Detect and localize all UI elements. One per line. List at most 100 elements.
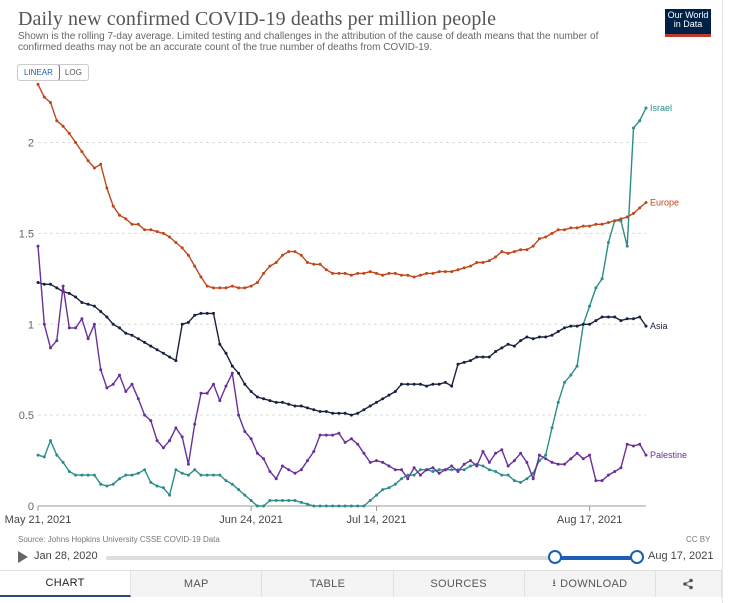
data-point-europe: [92, 166, 96, 170]
data-point-europe: [193, 264, 197, 268]
data-point-europe: [418, 273, 422, 277]
data-point-asia: [130, 333, 134, 337]
data-point-europe: [544, 235, 548, 239]
data-point-israel: [356, 504, 360, 508]
tab-share[interactable]: [656, 571, 723, 597]
data-point-israel: [431, 470, 435, 473]
series-layer: [36, 82, 648, 508]
data-point-asia: [49, 282, 52, 286]
data-point-israel: [594, 286, 598, 290]
data-point-palestine: [425, 468, 429, 472]
data-point-palestine: [312, 450, 316, 453]
data-point-israel: [80, 473, 84, 477]
data-point-asia: [613, 315, 617, 319]
data-point-europe: [243, 286, 247, 290]
data-point-europe: [500, 250, 504, 254]
data-point-asia: [368, 404, 372, 408]
owid-logo[interactable]: Our World in Data: [665, 9, 711, 37]
data-point-asia: [67, 291, 71, 295]
data-point-europe: [531, 244, 535, 248]
data-point-europe: [475, 261, 479, 264]
linear-scale-button[interactable]: LINEAR: [17, 65, 60, 80]
data-point-israel: [74, 473, 78, 477]
data-point-israel: [136, 471, 140, 475]
data-point-asia: [418, 382, 422, 386]
data-point-europe: [199, 275, 203, 279]
logo-line2: in Data: [673, 19, 703, 29]
chart-subtitle: Shown is the rolling 7-day average. Limi…: [18, 31, 599, 53]
data-point-israel: [331, 504, 335, 508]
tab-sources-label: SOURCES: [430, 578, 487, 590]
data-point-asia: [281, 400, 284, 404]
data-point-asia: [506, 342, 510, 346]
data-point-palestine: [512, 459, 516, 463]
data-point-israel: [268, 499, 272, 502]
data-point-europe: [337, 271, 341, 275]
data-point-palestine: [475, 464, 479, 468]
data-point-israel: [368, 499, 372, 502]
data-point-asia: [287, 402, 291, 406]
license-link[interactable]: CC BY: [686, 535, 711, 544]
timeline-end-date: Aug 17, 2021: [648, 550, 714, 562]
data-point-palestine: [193, 422, 197, 426]
data-point-europe: [61, 124, 65, 128]
tab-sources[interactable]: SOURCES: [394, 571, 525, 597]
timeline-start-handle[interactable]: [548, 550, 562, 564]
data-point-asia: [155, 348, 159, 352]
data-point-europe: [218, 286, 222, 290]
data-point-europe: [224, 286, 228, 290]
data-point-palestine: [49, 346, 52, 350]
data-point-israel: [512, 479, 516, 483]
data-point-israel: [563, 380, 566, 384]
source-note: Source: Johns Hopkins University CSSE CO…: [18, 535, 220, 544]
data-point-europe: [632, 211, 635, 215]
data-point-asia: [74, 295, 78, 299]
data-point-palestine: [243, 430, 247, 433]
data-point-europe: [324, 268, 328, 272]
axis-layer: [37, 505, 646, 511]
data-point-asia: [462, 360, 466, 364]
data-point-palestine: [368, 460, 372, 464]
data-point-asia: [105, 315, 109, 319]
data-point-palestine: [331, 433, 335, 437]
data-point-israel: [180, 471, 184, 475]
data-point-asia: [218, 342, 222, 346]
data-point-palestine: [625, 442, 629, 446]
data-point-israel: [387, 486, 391, 490]
data-point-palestine: [412, 466, 416, 470]
play-icon[interactable]: [18, 551, 28, 563]
x-tick-label: Jul 14, 2021: [347, 514, 407, 526]
series-line-israel: [37, 107, 647, 507]
grid-layer: [38, 142, 646, 416]
data-point-israel: [349, 504, 353, 508]
data-point-palestine: [249, 437, 253, 441]
data-point-palestine: [55, 339, 59, 343]
data-point-europe: [49, 101, 52, 104]
data-point-asia: [324, 410, 328, 413]
tab-map[interactable]: MAP: [131, 571, 263, 597]
data-point-asia: [425, 384, 429, 388]
data-point-palestine: [613, 470, 617, 473]
data-point-europe: [118, 213, 121, 217]
data-point-palestine: [563, 462, 566, 466]
timeline-track[interactable]: [106, 556, 636, 560]
log-scale-button[interactable]: LOG: [64, 68, 82, 77]
timeline-end-handle[interactable]: [630, 550, 644, 564]
data-point-asia: [494, 350, 498, 353]
data-point-asia: [512, 344, 516, 348]
tab-table[interactable]: TABLE: [262, 571, 394, 597]
tab-chart[interactable]: CHART: [0, 571, 132, 597]
data-point-palestine: [418, 473, 422, 477]
data-point-israel: [525, 477, 529, 481]
data-point-asia: [243, 382, 247, 386]
data-point-israel: [544, 453, 548, 457]
tab-download[interactable]: ⭳ DOWNLOAD: [525, 571, 656, 597]
data-point-europe: [318, 262, 322, 266]
data-point-palestine: [124, 390, 128, 393]
data-point-israel: [487, 468, 491, 472]
data-point-europe: [124, 217, 128, 221]
data-point-europe: [230, 284, 234, 288]
data-point-palestine: [218, 399, 222, 403]
data-point-palestine: [155, 439, 159, 443]
data-point-palestine: [525, 460, 529, 464]
